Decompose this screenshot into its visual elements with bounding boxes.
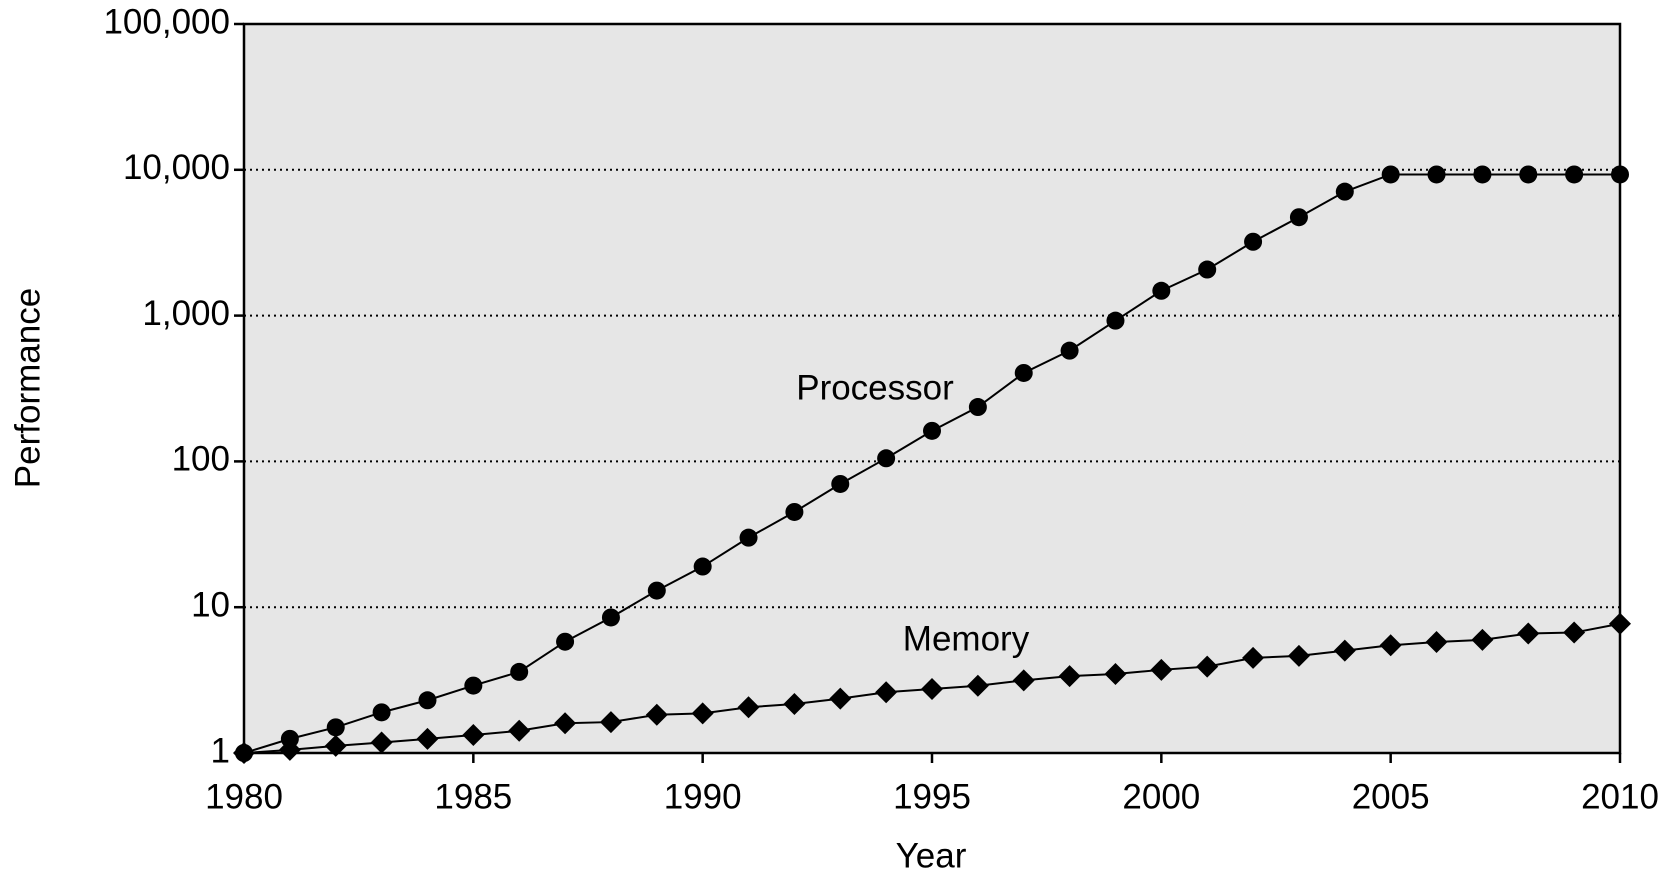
point	[1609, 612, 1631, 635]
point	[1335, 182, 1354, 201]
point	[1104, 663, 1127, 686]
point	[372, 703, 391, 722]
y-tick-label: 10,000	[123, 148, 230, 187]
point	[324, 734, 347, 757]
point	[691, 702, 714, 725]
point	[508, 719, 531, 742]
point	[1471, 628, 1494, 651]
layer: 1 10 100 1,000 10,000 100,000 1980 1985 1990 1995…	[103, 2, 1658, 816]
point	[1473, 165, 1492, 184]
point	[923, 421, 941, 440]
point	[829, 687, 852, 710]
point	[877, 449, 896, 468]
point	[278, 738, 301, 761]
y-axis-label: Performance	[8, 288, 47, 488]
series-annotation: Memory	[903, 619, 1030, 658]
point	[556, 632, 575, 651]
point	[233, 742, 255, 764]
x-tick-label: 2005	[1352, 777, 1430, 816]
x-tick-label: 1995	[893, 777, 971, 816]
point	[1196, 655, 1219, 678]
y-tick-label: 1	[211, 731, 230, 770]
point	[968, 398, 987, 417]
point	[1517, 622, 1540, 645]
point	[1014, 363, 1033, 382]
y-tick-label: 100,000	[103, 2, 230, 41]
point	[966, 674, 989, 697]
point	[1289, 208, 1308, 227]
y-tick-label: 100	[172, 440, 230, 479]
y-tick-label: 10	[191, 585, 230, 624]
point	[875, 681, 898, 704]
point	[645, 703, 668, 726]
point	[1150, 658, 1173, 681]
series-annotation: Processor	[796, 368, 954, 407]
x-tick-label: 1985	[434, 777, 512, 816]
x-tick-label: 1990	[664, 777, 742, 816]
point	[921, 677, 943, 700]
point	[1379, 634, 1402, 657]
point	[785, 502, 804, 521]
point	[1198, 260, 1217, 279]
x-tick-label: 2010	[1581, 777, 1659, 816]
x-axis-label: Year	[896, 836, 967, 875]
point	[1565, 165, 1584, 184]
point	[554, 712, 577, 735]
point	[647, 581, 666, 600]
point	[1519, 165, 1538, 184]
point	[737, 696, 760, 719]
point	[418, 691, 437, 710]
point	[1058, 665, 1081, 688]
point	[1244, 232, 1263, 251]
point	[1427, 165, 1446, 184]
x-tick-label: 2000	[1122, 777, 1200, 816]
point	[1152, 281, 1171, 300]
point	[1381, 165, 1400, 184]
point	[464, 676, 483, 695]
point	[1333, 639, 1356, 662]
point	[1242, 646, 1265, 669]
point	[693, 557, 712, 576]
point	[1611, 165, 1629, 184]
point	[1060, 341, 1079, 360]
point	[1425, 631, 1448, 654]
point	[831, 474, 850, 493]
point	[280, 729, 299, 748]
point	[1563, 621, 1586, 644]
point	[599, 711, 622, 734]
point	[601, 608, 620, 627]
x-tick-label: 1980	[205, 777, 283, 816]
point	[416, 727, 439, 750]
point	[783, 692, 806, 715]
point	[1287, 644, 1310, 667]
point	[370, 731, 393, 754]
point	[462, 723, 485, 746]
point	[1012, 669, 1035, 692]
point	[510, 662, 529, 681]
point	[1106, 311, 1125, 330]
point	[739, 528, 758, 547]
plot-area	[242, 22, 1622, 755]
point	[326, 718, 345, 737]
y-tick-label: 1,000	[142, 294, 230, 333]
